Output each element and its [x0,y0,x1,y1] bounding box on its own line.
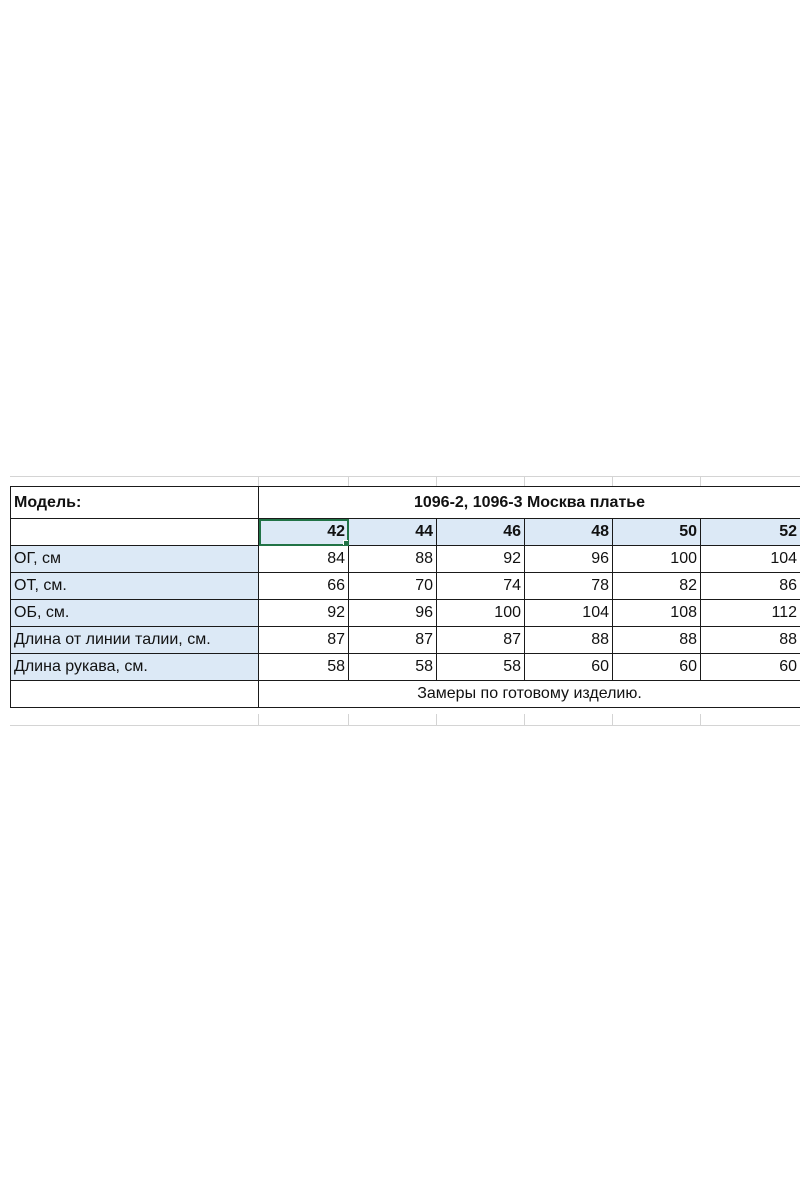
note-row: Замеры по готовому изделию. [10,680,800,708]
table-row: Длина рукава, см. 58 58 58 60 60 60 [10,653,800,681]
row-label-cell[interactable]: Длина рукава, см. [10,653,259,681]
table-row: ОБ, см. 92 96 100 104 108 112 [10,599,800,627]
value-cell[interactable]: 104 [524,599,613,627]
table-row: Длина от линии талии, см. 87 87 87 88 88… [10,626,800,654]
row-label-cell[interactable]: ОТ, см. [10,572,259,600]
value-cell[interactable]: 87 [436,626,525,654]
row-label-cell[interactable]: Длина от линии талии, см. [10,626,259,654]
value-cell[interactable]: 108 [612,599,701,627]
value-cell[interactable]: 58 [258,653,349,681]
value-cell[interactable]: 88 [348,545,437,573]
value-cell[interactable]: 100 [436,599,525,627]
row-label-cell[interactable]: ОГ, см [10,545,259,573]
model-title-cell[interactable]: 1096-2, 1096-3 Москва платье [257,486,800,519]
fill-handle[interactable] [343,540,348,545]
value-cell[interactable]: 100 [612,545,701,573]
value-cell[interactable]: 96 [524,545,613,573]
value-cell[interactable]: 112 [699,599,800,627]
value-cell[interactable]: 60 [524,653,613,681]
size-header-cell[interactable]: 52 [699,518,800,546]
size-header-cell[interactable]: 48 [524,518,613,546]
value-cell[interactable]: 92 [436,545,525,573]
size-header-row: 42 44 46 48 50 52 [10,518,800,546]
value-cell[interactable]: 58 [436,653,525,681]
value-cell[interactable]: 87 [348,626,437,654]
sheet-gridlines [10,476,800,726]
size-header-corner-cell[interactable] [10,518,259,546]
value-cell[interactable]: 87 [258,626,349,654]
value-cell[interactable]: 66 [258,572,349,600]
size-header-cell[interactable]: 42 [258,518,349,546]
model-label-cell[interactable]: Модель: [10,486,259,519]
value-cell[interactable]: 60 [699,653,800,681]
value-cell[interactable]: 88 [699,626,800,654]
title-row: Модель: 1096-2, 1096-3 Москва платье [10,486,800,519]
value-cell[interactable]: 88 [524,626,613,654]
spreadsheet-area: Модель: 1096-2, 1096-3 Москва платье 42 … [10,476,800,726]
value-cell[interactable]: 92 [258,599,349,627]
value-cell[interactable]: 70 [348,572,437,600]
size-header-cell[interactable]: 50 [612,518,701,546]
note-empty-cell[interactable] [10,680,259,708]
value-cell[interactable]: 96 [348,599,437,627]
note-cell[interactable]: Замеры по готовому изделию. [257,680,800,708]
value-cell[interactable]: 82 [612,572,701,600]
value-cell[interactable]: 78 [524,572,613,600]
value-cell[interactable]: 104 [699,545,800,573]
size-table: Модель: 1096-2, 1096-3 Москва платье 42 … [10,486,800,708]
value-cell[interactable]: 58 [348,653,437,681]
table-row: ОТ, см. 66 70 74 78 82 86 [10,572,800,600]
size-header-cell[interactable]: 46 [436,518,525,546]
size-header-cell[interactable]: 44 [348,518,437,546]
value-cell[interactable]: 60 [612,653,701,681]
size-value: 42 [327,523,345,540]
value-cell[interactable]: 74 [436,572,525,600]
table-row: ОГ, см 84 88 92 96 100 104 [10,545,800,573]
value-cell[interactable]: 86 [699,572,800,600]
value-cell[interactable]: 84 [258,545,349,573]
row-label-cell[interactable]: ОБ, см. [10,599,259,627]
value-cell[interactable]: 88 [612,626,701,654]
